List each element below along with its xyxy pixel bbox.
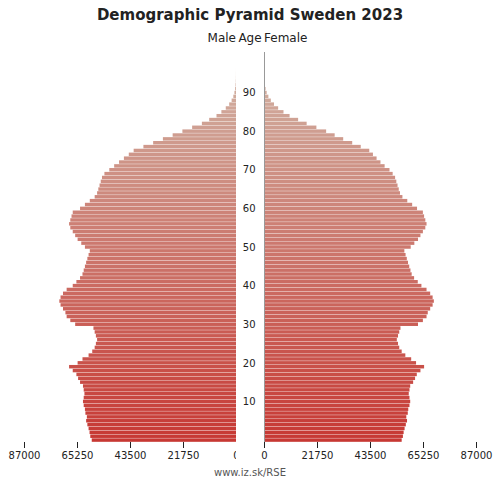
svg-text:40: 40 (243, 280, 256, 291)
svg-text:0: 0 (233, 450, 236, 461)
svg-text:50: 50 (243, 242, 256, 253)
html-text:Demographic Pyramid Sweden 202: Demographic Pyramid Sweden 2023 (96, 6, 404, 24)
svg-text:30: 30 (243, 319, 256, 330)
svg-text:21750: 21750 (168, 450, 200, 461)
svg-text:65250: 65250 (408, 450, 440, 461)
html-text:Male Age Female: Male Age Female (207, 31, 308, 45)
svg-text:21750: 21750 (302, 450, 334, 461)
svg-text:20: 20 (243, 358, 256, 369)
svg-text:80: 80 (243, 126, 256, 137)
svg-text:87000: 87000 (9, 450, 41, 461)
svg-text:70: 70 (243, 164, 256, 175)
svg-text:87000: 87000 (461, 450, 493, 461)
svg-text:90: 90 (243, 87, 256, 98)
svg-text:10: 10 (243, 396, 256, 407)
html-text:www.iz.sk/RSE: www.iz.sk/RSE (214, 467, 286, 478)
svg-text:43500: 43500 (115, 450, 147, 461)
svg-text:43500: 43500 (355, 450, 387, 461)
svg-text:0: 0 (261, 450, 267, 461)
svg-text:65250: 65250 (62, 450, 94, 461)
svg-text:60: 60 (243, 203, 256, 214)
